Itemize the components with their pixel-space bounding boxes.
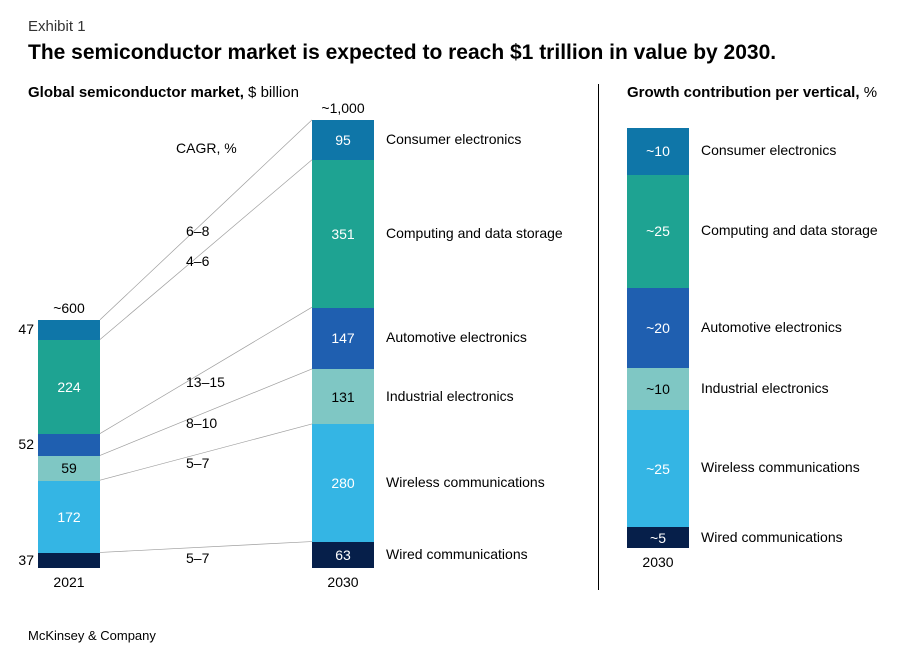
left-title-bold: Global semiconductor market, bbox=[28, 84, 244, 101]
segment-automotive bbox=[38, 434, 100, 456]
cagr-label-industrial: 8–10 bbox=[186, 415, 217, 431]
segment-label-computing: Computing and data storage bbox=[701, 222, 878, 238]
cagr-label-automotive: 13–15 bbox=[186, 374, 225, 390]
segment-wired: ~5 bbox=[627, 527, 689, 548]
bar-xlabel: 2030 bbox=[312, 574, 374, 590]
side-value-wired: 37 bbox=[0, 552, 34, 568]
segment-wireless: 280 bbox=[312, 424, 374, 542]
connector-lines bbox=[28, 110, 592, 590]
left-title-unit: $ billion bbox=[244, 84, 299, 101]
growth-bar: ~5~25~10~20~25~102030 bbox=[627, 128, 689, 548]
headline: The semiconductor market is expected to … bbox=[28, 39, 879, 66]
segment-computing: ~25 bbox=[627, 175, 689, 288]
bar-total-label: ~600 bbox=[38, 300, 100, 316]
segment-computing: 224 bbox=[38, 340, 100, 434]
bar-total-label: ~1,000 bbox=[312, 100, 374, 116]
segment-label-industrial: Industrial electronics bbox=[386, 388, 514, 404]
columns: Global semiconductor market, $ billion 1… bbox=[28, 84, 879, 590]
segment-automotive: 147 bbox=[312, 308, 374, 370]
segment-consumer: ~10 bbox=[627, 128, 689, 174]
segment-label-wired: Wired communications bbox=[701, 529, 843, 545]
right-title: Growth contribution per vertical, % bbox=[627, 84, 878, 102]
left-column: Global semiconductor market, $ billion 1… bbox=[28, 84, 592, 590]
left-chart-area: 17259224~60020214752376328013114735195~1… bbox=[28, 110, 592, 590]
segment-label-consumer: Consumer electronics bbox=[701, 142, 836, 158]
segment-label-automotive: Automotive electronics bbox=[701, 319, 842, 335]
segment-wired bbox=[38, 553, 100, 569]
bar-xlabel: 2030 bbox=[627, 554, 689, 570]
left-title: Global semiconductor market, $ billion bbox=[28, 84, 592, 102]
right-title-bold: Growth contribution per vertical, bbox=[627, 84, 860, 101]
exhibit-label: Exhibit 1 bbox=[28, 18, 879, 35]
right-column: Growth contribution per vertical, % ~5~2… bbox=[598, 84, 878, 590]
segment-industrial: 131 bbox=[312, 369, 374, 424]
segment-consumer bbox=[38, 320, 100, 340]
segment-consumer: 95 bbox=[312, 120, 374, 160]
segment-label-wireless: Wireless communications bbox=[701, 459, 860, 475]
bar-2030: 6328013114735195~1,0002030 bbox=[312, 120, 374, 568]
segment-label-wireless: Wireless communications bbox=[386, 474, 545, 490]
right-chart-area: ~5~25~10~20~25~102030Wired communication… bbox=[627, 110, 878, 570]
segment-automotive: ~20 bbox=[627, 288, 689, 368]
segment-label-industrial: Industrial electronics bbox=[701, 380, 829, 396]
right-title-unit: % bbox=[860, 84, 878, 101]
footer-credit: McKinsey & Company bbox=[28, 628, 156, 643]
cagr-caption: CAGR, % bbox=[176, 140, 237, 156]
segment-industrial: 59 bbox=[38, 456, 100, 481]
cagr-label-consumer: 6–8 bbox=[186, 223, 209, 239]
segment-computing: 351 bbox=[312, 160, 374, 307]
side-value-automotive: 52 bbox=[0, 436, 34, 452]
bar-2021: 17259224~6002021 bbox=[38, 320, 100, 568]
segment-wireless: 172 bbox=[38, 481, 100, 553]
segment-label-computing: Computing and data storage bbox=[386, 225, 563, 241]
cagr-label-computing: 4–6 bbox=[186, 253, 209, 269]
segment-label-automotive: Automotive electronics bbox=[386, 329, 527, 345]
segment-label-consumer: Consumer electronics bbox=[386, 131, 521, 147]
segment-industrial: ~10 bbox=[627, 368, 689, 410]
cagr-label-wireless: 5–7 bbox=[186, 455, 209, 471]
segment-wired: 63 bbox=[312, 542, 374, 568]
bar-xlabel: 2021 bbox=[38, 574, 100, 590]
segment-label-wired: Wired communications bbox=[386, 546, 528, 562]
segment-wireless: ~25 bbox=[627, 410, 689, 528]
side-value-consumer: 47 bbox=[0, 321, 34, 337]
cagr-label-wired: 5–7 bbox=[186, 550, 209, 566]
